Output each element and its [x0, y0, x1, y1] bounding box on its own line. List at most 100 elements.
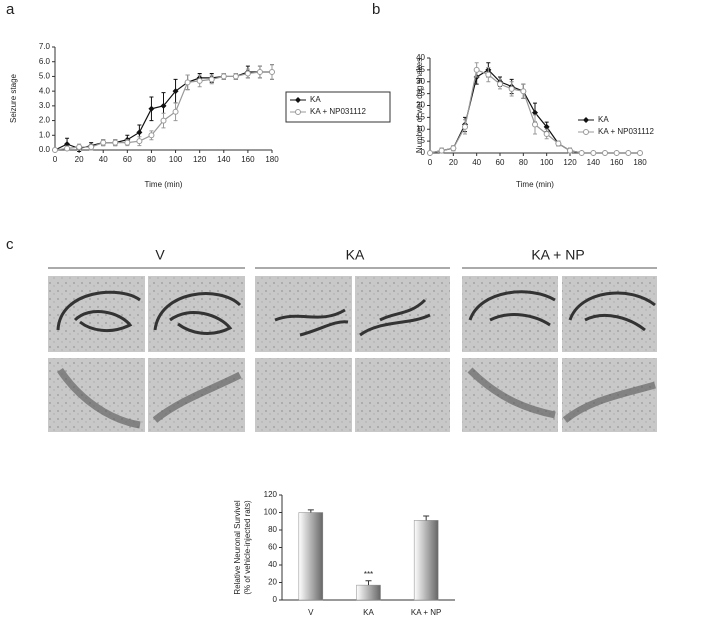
- point: [136, 129, 143, 136]
- x-tick-label: 160: [610, 158, 624, 167]
- y-axis-label: Seizure stage: [9, 73, 18, 122]
- y-tick-label: 0: [273, 595, 278, 604]
- point: [578, 150, 585, 156]
- point: [462, 123, 468, 130]
- point: [438, 147, 445, 154]
- point: [567, 147, 573, 154]
- y-tick-label: 30: [416, 77, 425, 86]
- point: [148, 132, 155, 139]
- x-tick-label: 40: [472, 158, 481, 167]
- point: [52, 147, 58, 153]
- point: [497, 81, 503, 88]
- legend-label: KA: [310, 95, 321, 104]
- panel-label: b: [372, 1, 380, 18]
- x-tick-label: KA: [363, 608, 374, 617]
- legend-label: KA + NP031112: [310, 107, 367, 116]
- point: [590, 150, 597, 156]
- x-tick-label: V: [308, 608, 314, 617]
- group-label: KA + NP: [531, 247, 584, 263]
- y-tick-label: 1.0: [39, 130, 51, 139]
- y-tick-label: 3.0: [39, 101, 51, 110]
- point: [269, 69, 275, 76]
- point: [88, 144, 95, 151]
- x-tick-label: 20: [449, 158, 458, 167]
- x-tick-label: 80: [519, 158, 528, 167]
- bar: [356, 584, 381, 601]
- y-tick-label: 100: [264, 508, 278, 517]
- x-tick-label: 120: [563, 158, 577, 167]
- point: [543, 131, 550, 137]
- point: [427, 150, 433, 156]
- point: [473, 66, 480, 73]
- point: [625, 150, 632, 156]
- point: [450, 145, 457, 152]
- point: [555, 140, 562, 147]
- annotation: ***: [364, 570, 373, 579]
- y-tick-label: 4.0: [39, 86, 51, 95]
- point: [232, 73, 239, 80]
- group-label: V: [155, 247, 165, 263]
- point: [64, 141, 71, 148]
- x-tick-label: 80: [147, 155, 156, 164]
- y-tick-label: 60: [268, 543, 277, 552]
- point: [148, 105, 155, 112]
- y-tick-label: 0.0: [39, 145, 51, 154]
- y-tick-label: 5.0: [39, 72, 51, 81]
- x-tick-label: 180: [265, 155, 279, 164]
- y-tick-label: 6.0: [39, 57, 51, 66]
- x-tick-label: 100: [169, 155, 183, 164]
- point: [220, 73, 227, 80]
- point: [196, 77, 203, 84]
- point: [532, 109, 538, 116]
- x-tick-label: 160: [241, 155, 255, 164]
- y-tick-label: 20: [268, 578, 277, 587]
- legend-marker: [295, 109, 301, 115]
- y-tick-label: 120: [264, 490, 278, 499]
- point: [124, 139, 131, 146]
- point: [532, 121, 538, 128]
- point: [508, 85, 515, 92]
- point: [160, 117, 167, 124]
- legend-label: KA: [598, 115, 609, 124]
- x-tick-label: 140: [217, 155, 231, 164]
- point: [602, 150, 608, 156]
- hippocampus-shapes: [56, 290, 656, 337]
- point: [136, 138, 143, 145]
- y-tick-label: 80: [268, 525, 277, 534]
- x-tick-label: 100: [540, 158, 554, 167]
- legend-marker: [583, 117, 589, 123]
- y-axis-label: Number of wet dog shakes: [415, 58, 424, 153]
- bar: [298, 512, 324, 601]
- cell-layers: [57, 367, 656, 429]
- x-tick-label: 0: [428, 158, 433, 167]
- y-tick-label: 7.0: [39, 42, 51, 51]
- panel-label: c: [6, 236, 14, 253]
- error-bar: [307, 509, 314, 513]
- y-tick-label: 40: [268, 560, 277, 569]
- x-tick-label: 140: [587, 158, 601, 167]
- y-tick-label: 5: [421, 136, 426, 145]
- x-tick-label: 40: [99, 155, 108, 164]
- point: [100, 139, 107, 146]
- x-tick-label: 0: [53, 155, 58, 164]
- panel-label: a: [6, 1, 15, 18]
- y-tick-label: 35: [416, 65, 425, 74]
- y-tick-label: 20: [416, 101, 425, 110]
- legend-box: [285, 91, 391, 123]
- legend-marker: [583, 129, 589, 135]
- group-label: KA: [346, 247, 365, 263]
- point: [76, 144, 83, 151]
- point: [172, 88, 179, 95]
- y-tick-label: 2.0: [39, 116, 51, 125]
- point: [520, 88, 527, 95]
- point: [543, 123, 550, 130]
- point: [160, 102, 167, 109]
- point: [637, 150, 643, 156]
- point: [208, 76, 215, 83]
- y-tick-label: 10: [416, 124, 425, 133]
- x-tick-label: KA + NP: [411, 608, 441, 617]
- error-bar: [365, 580, 372, 586]
- x-tick-label: 60: [496, 158, 505, 167]
- point: [112, 139, 119, 146]
